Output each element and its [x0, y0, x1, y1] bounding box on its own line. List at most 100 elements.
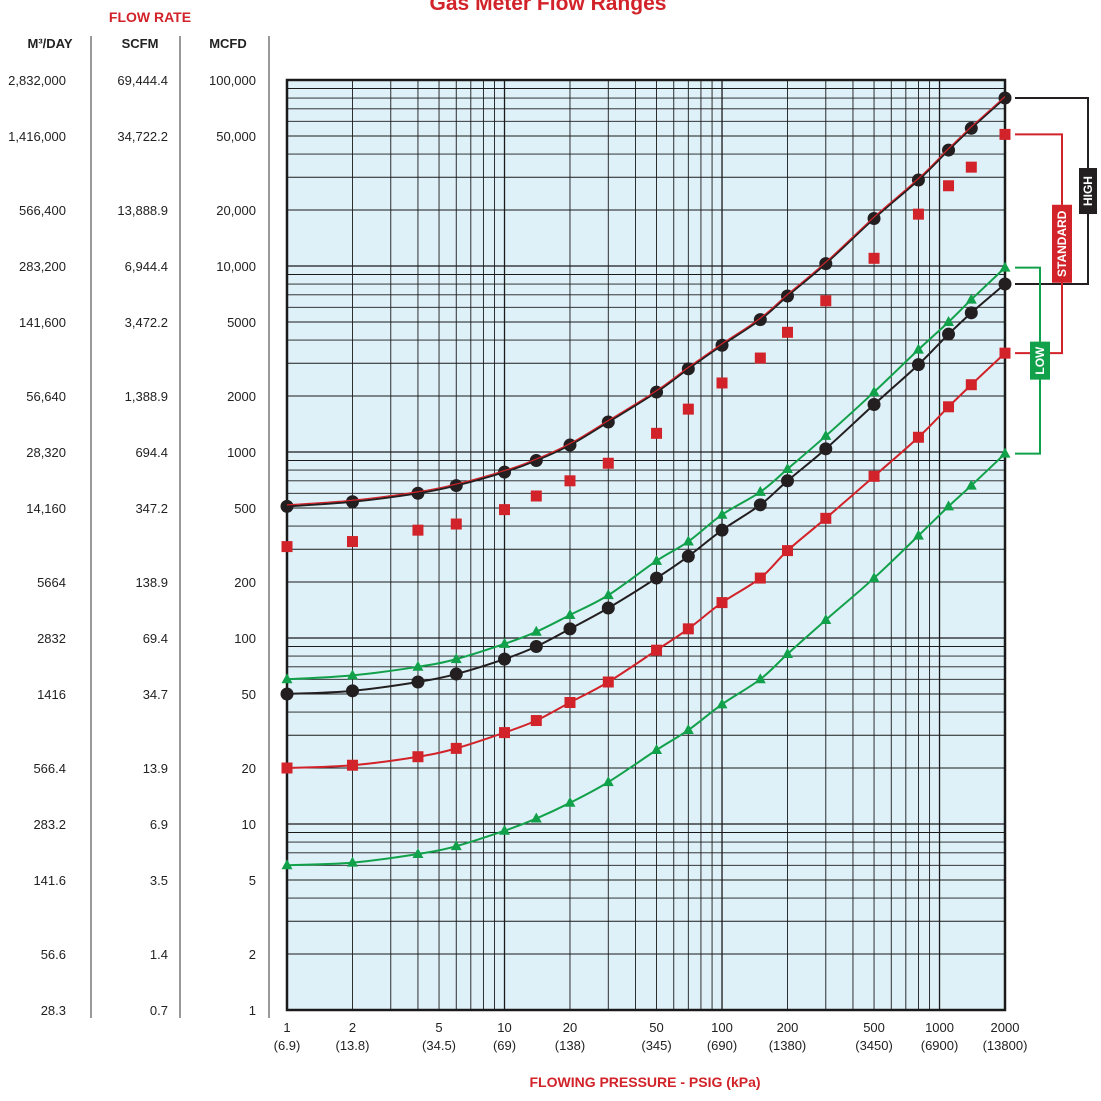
x-tick-label-kpa: (34.5) [422, 1038, 456, 1053]
band-low: LOW [1015, 266, 1050, 455]
data-point-square [999, 347, 1011, 359]
data-point-triangle [682, 724, 694, 735]
data-point-circle [753, 498, 767, 512]
y-tick-label: 1.4 [150, 947, 168, 962]
data-point-triangle [281, 673, 293, 684]
y-tick-label: 694.4 [135, 445, 168, 460]
data-point-square [868, 470, 880, 482]
col-header-mcfd: MCFD [209, 36, 247, 51]
series-1 [281, 128, 1011, 553]
y-tick-label: 283,200 [19, 259, 66, 274]
series-layer [280, 91, 1012, 870]
x-tick-label: 1 [283, 1020, 290, 1035]
y-tick-label: 100,000 [209, 73, 256, 88]
x-tick-label-kpa: (138) [555, 1038, 585, 1053]
data-point-triangle [281, 859, 293, 870]
series-3 [280, 277, 1012, 701]
data-point-circle [563, 622, 577, 636]
y-tick-label: 283.2 [33, 817, 66, 832]
data-point-circle [780, 289, 794, 303]
data-point-circle [280, 687, 294, 701]
y-tick-label: 50 [242, 687, 256, 702]
data-point-triangle [450, 840, 462, 851]
x-tick-label: 100 [711, 1020, 733, 1035]
data-point-square [820, 295, 832, 307]
x-tick-label: 20 [563, 1020, 577, 1035]
data-point-triangle [912, 343, 924, 354]
data-point-square [602, 457, 614, 469]
data-point-square [682, 623, 694, 635]
data-point-square [820, 512, 832, 524]
data-point-circle [681, 549, 695, 563]
data-point-circle [964, 121, 978, 135]
data-point-square [943, 180, 955, 192]
data-point-square [716, 597, 728, 609]
data-point-square [412, 524, 424, 536]
x-tick-label-kpa: (1380) [769, 1038, 807, 1053]
x-tick-label: 5 [435, 1020, 442, 1035]
data-point-triangle [412, 660, 424, 671]
band-high: HIGH [1015, 97, 1097, 286]
y-tick-label: 2 [249, 947, 256, 962]
y-tick-label: 69,444.4 [117, 73, 168, 88]
data-point-square [530, 490, 542, 502]
series-4 [281, 347, 1011, 774]
data-point-square [499, 727, 511, 739]
band-label-box [1079, 168, 1097, 215]
y-tick-label: 6,944.4 [125, 259, 168, 274]
data-point-triangle [602, 589, 614, 600]
y-tick-label: 5664 [37, 575, 66, 590]
data-point-triangle [682, 535, 694, 546]
x-tick-label: 2000 [991, 1020, 1020, 1035]
x-axis-label: FLOWING PRESSURE - PSIG (kPa) [529, 1074, 760, 1090]
y-tick-labels: 2,832,000 69,444.4 100,000 1,416,000 34,722.… [8, 73, 256, 1018]
y-tick-label: 69.4 [143, 631, 168, 646]
data-point-triangle [530, 812, 542, 823]
y-tick-label: 28,320 [26, 445, 66, 460]
series-5 [281, 447, 1011, 870]
data-point-triangle [530, 625, 542, 636]
data-point-circle [498, 652, 512, 666]
x-tick-label: 1000 [925, 1020, 954, 1035]
y-tick-label: 1 [249, 1003, 256, 1018]
data-point-circle [819, 257, 833, 271]
y-tick-label: 1000 [227, 445, 256, 460]
y-tick-label: 347.2 [135, 501, 168, 516]
x-tick-label-kpa: (6.9) [274, 1038, 301, 1053]
y-tick-label: 14,160 [26, 501, 66, 516]
data-point-circle [529, 640, 543, 654]
data-point-triangle [602, 776, 614, 787]
data-point-triangle [716, 508, 728, 519]
y-tick-label: 20 [242, 761, 256, 776]
data-point-triangle [564, 796, 576, 807]
x-tick-label-kpa: (3450) [855, 1038, 893, 1053]
y-tick-label: 500 [234, 501, 256, 516]
data-point-triangle [346, 856, 358, 867]
y-tick-label: 200 [234, 575, 256, 590]
data-point-circle [964, 306, 978, 320]
data-point-circle [411, 675, 425, 689]
y-tick-label: 13,888.9 [117, 203, 168, 218]
y-tick-label: 566.4 [33, 761, 66, 776]
data-point-triangle [499, 824, 511, 835]
data-point-square [281, 762, 293, 774]
data-point-triangle [781, 463, 793, 474]
band-label-box [1052, 204, 1072, 283]
data-point-triangle [564, 608, 576, 619]
data-point-square [412, 751, 424, 763]
y-tick-label: 2000 [227, 389, 256, 404]
x-tick-label-kpa: (13.8) [335, 1038, 369, 1053]
data-point-circle [819, 442, 833, 456]
data-point-square [912, 208, 924, 220]
x-tick-label-kpa: (6900) [921, 1038, 959, 1053]
data-point-square [564, 697, 576, 709]
data-point-circle [998, 277, 1012, 291]
band-label: HIGH [1081, 176, 1095, 206]
y-tick-label: 1,388.9 [125, 389, 168, 404]
data-point-square [868, 252, 880, 264]
x-tick-label: 200 [777, 1020, 799, 1035]
y-tick-label: 100 [234, 631, 256, 646]
data-point-circle [601, 601, 615, 615]
data-point-square [781, 326, 793, 338]
